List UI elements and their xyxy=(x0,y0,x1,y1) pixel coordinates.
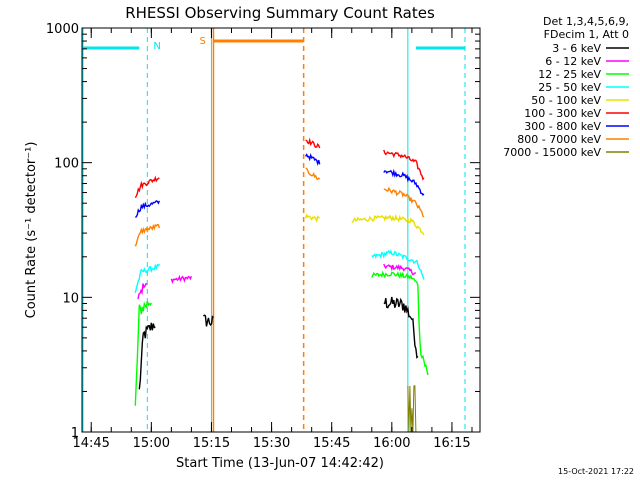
series-layer xyxy=(134,137,429,433)
plot-frame xyxy=(81,27,481,433)
series-line xyxy=(138,322,156,390)
legend-header-line-1: Det 1,3,4,5,6,9, xyxy=(543,15,629,28)
night-marker-label: N xyxy=(153,41,160,52)
series-line xyxy=(383,263,416,276)
series-800-7000-kev xyxy=(134,167,425,247)
y-tick-label: 1000 xyxy=(46,22,79,37)
legend-label: 100 - 300 keV xyxy=(524,107,601,120)
x-tick-label: 14:45 xyxy=(72,436,109,451)
series-line xyxy=(407,385,417,433)
series-line xyxy=(170,274,193,285)
series-line xyxy=(304,213,320,223)
series-line xyxy=(383,149,425,181)
series-line xyxy=(305,153,321,167)
legend-label: 6 - 12 keV xyxy=(545,55,601,68)
legend-label: 300 - 800 keV xyxy=(524,120,601,133)
x-tick-label: 15:45 xyxy=(313,436,350,451)
series-50-100-kev xyxy=(304,213,425,236)
y-tick-label: 1 xyxy=(71,426,79,441)
series-line xyxy=(134,200,161,218)
series-line xyxy=(383,168,425,196)
series-line xyxy=(202,314,214,327)
y-axis-label: Count Rate (s⁻¹ detector⁻¹) xyxy=(24,142,39,319)
series-line xyxy=(134,300,152,406)
x-tick-label: 15:15 xyxy=(193,436,230,451)
y-tick-label: 100 xyxy=(54,157,79,172)
legend-label: 25 - 50 keV xyxy=(538,81,601,94)
legend: Det 1,3,4,5,6,9, FDecim 1, Att 0 3 - 6 k… xyxy=(503,15,629,159)
series-3-6-kev xyxy=(138,296,419,390)
series-line xyxy=(134,175,160,198)
legend-label: 50 - 100 keV xyxy=(531,94,601,107)
series-line xyxy=(305,137,321,149)
x-tick-label: 16:15 xyxy=(433,436,470,451)
series-line xyxy=(351,213,425,236)
legend-label: 3 - 6 keV xyxy=(552,42,601,55)
x-axis-label: Start Time (13-Jun-07 14:42:42) xyxy=(176,456,384,471)
legend-label: 12 - 25 keV xyxy=(538,68,601,81)
series-line xyxy=(383,186,425,218)
series-7000-15000-kev xyxy=(407,385,417,433)
series-100-300-kev xyxy=(134,137,425,198)
series-6-12-kev xyxy=(137,263,416,300)
series-12-25-kev xyxy=(134,270,429,406)
series-line xyxy=(383,296,419,359)
series-25-50-kev xyxy=(134,249,425,294)
saa-marker-label: S xyxy=(199,36,205,47)
legend-label: 800 - 7000 keV xyxy=(517,133,601,146)
series-line xyxy=(305,167,321,181)
series-line xyxy=(371,249,425,280)
x-tick-label: 15:30 xyxy=(253,436,290,451)
series-line xyxy=(134,263,160,294)
y-tick-label: 10 xyxy=(62,291,79,306)
x-tick-label: 15:00 xyxy=(133,436,170,451)
series-300-800-kev xyxy=(134,153,425,218)
series-line xyxy=(134,223,161,247)
legend-header-line-2: FDecim 1, Att 0 xyxy=(544,28,629,41)
series-line xyxy=(371,270,429,376)
axes: 1 10 100 1000 14:45 15:00 15:15 15:30 15:45 16:00… xyxy=(46,22,480,451)
footer-date: 15-Oct-2021 17:22 xyxy=(558,467,634,476)
chart-title: RHESSI Observing Summary Count Rates xyxy=(125,4,435,22)
legend-label: 7000 - 15000 keV xyxy=(503,146,601,159)
series-line xyxy=(137,282,148,300)
x-tick-label: 16:00 xyxy=(373,436,410,451)
